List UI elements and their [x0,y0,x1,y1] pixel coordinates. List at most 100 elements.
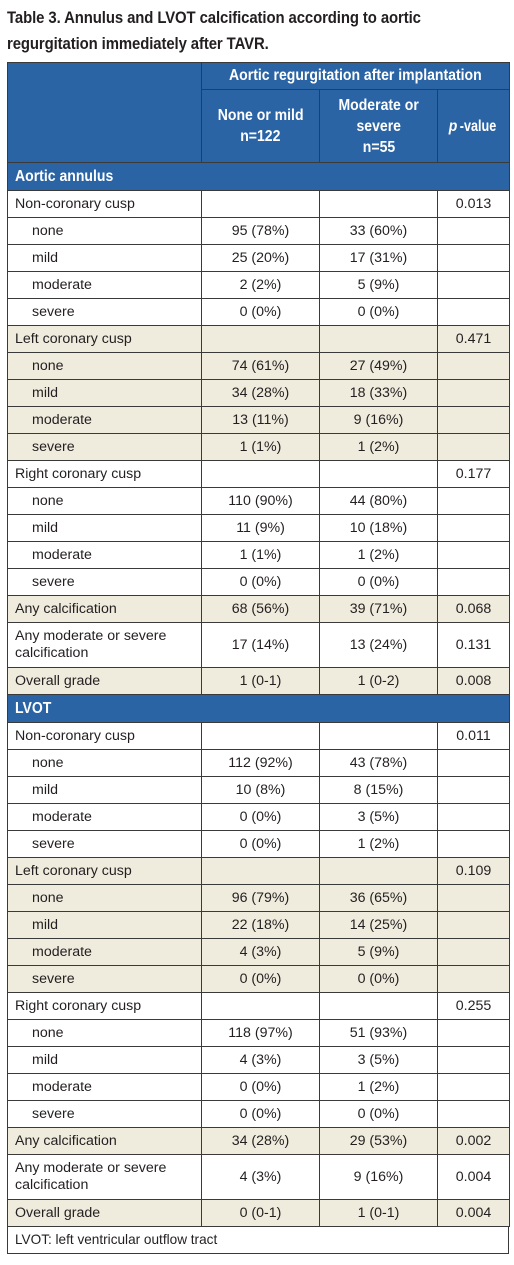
moderate-or-severe-value: 1 (2%) [319,1073,438,1101]
p-value: 0.177 [436,460,511,488]
table-row: Non-coronary cusp 0.011 [7,722,511,750]
table-row: none 74 (61%) 27 (49%) [7,352,511,380]
p-value [436,938,511,966]
none-or-mild-value: 34 (28%) [201,1127,320,1155]
none-or-mild-value: 4 (3%) [201,938,320,966]
table-row: Overall grade 1 (0-1) 1 (0-2) 0.008 [7,667,511,695]
row-label: moderate [7,541,202,569]
row-label: none [7,352,202,380]
row-label: none [7,1019,202,1047]
p-value [436,1073,511,1101]
moderate-or-severe-value: 17 (31%) [319,244,438,272]
table-row: mild 34 (28%) 18 (33%) [7,379,511,407]
table-row: Any calcification 34 (28%) 29 (53%) 0.002 [7,1127,511,1155]
none-or-mild-value: 4 (3%) [201,1046,320,1074]
moderate-or-severe-value: 0 (0%) [319,1100,438,1128]
table-row: Any moderate or severe calcification 4 (3… [7,1154,511,1200]
moderate-or-severe-value: 1 (2%) [319,541,438,569]
moderate-or-severe-value: 3 (5%) [319,1046,438,1074]
table-row: mild 10 (8%) 8 (15%) [7,776,511,804]
table-row: moderate 2 (2%) 5 (9%) [7,271,511,299]
p-value [436,298,511,326]
p-value: 0.008 [436,667,511,695]
none-or-mild-value [201,460,320,488]
moderate-or-severe-value: 0 (0%) [319,568,438,596]
moderate-or-severe-value: 13 (24%) [319,622,438,668]
p-value [436,271,511,299]
p-value [436,487,511,515]
moderate-or-severe-value: 9 (16%) [319,1154,438,1200]
moderate-or-severe-value: 14 (25%) [319,911,438,939]
table-header: Aortic regurgitation after implantation … [7,62,511,163]
row-label: none [7,884,202,912]
none-or-mild-value: 4 (3%) [201,1154,320,1200]
row-label: mild [7,776,202,804]
none-or-mild-value: 0 (0%) [201,568,320,596]
none-or-mild-value: 1 (0-1) [201,667,320,695]
none-or-mild-value: 118 (97%) [201,1019,320,1047]
row-label: Left coronary cusp [7,857,202,885]
p-value [436,965,511,993]
moderate-or-severe-value: 51 (93%) [319,1019,438,1047]
none-or-mild-value: 96 (79%) [201,884,320,912]
none-or-mild-value [201,857,320,885]
moderate-or-severe-value [319,325,438,353]
none-or-mild-value: 0 (0%) [201,1100,320,1128]
header-col2-line3: n=55 [362,138,395,156]
none-or-mild-value: 1 (1%) [201,541,320,569]
moderate-or-severe-value: 8 (15%) [319,776,438,804]
moderate-or-severe-value: 1 (2%) [319,830,438,858]
table-row: severe 0 (0%) 0 (0%) [7,298,511,326]
section-header: Aortic annulus [6,162,511,191]
moderate-or-severe-value: 9 (16%) [319,406,438,434]
none-or-mild-value: 0 (0%) [201,298,320,326]
caption-line-2: regurgitation immediately after TAVR. [7,34,269,53]
moderate-or-severe-value: 1 (0-1) [319,1199,438,1227]
table-body: Aortic annulus Non-coronary cusp 0.013 none… [6,162,511,1227]
table-row: Any calcification 68 (56%) 39 (71%) 0.068 [7,595,511,623]
table-row: moderate 0 (0%) 1 (2%) [7,1073,511,1101]
moderate-or-severe-value [319,190,438,218]
p-value [436,1019,511,1047]
table-row: severe 0 (0%) 0 (0%) [7,965,511,993]
row-label: Right coronary cusp [7,460,202,488]
p-value [436,406,511,434]
row-label: severe [7,965,202,993]
row-label: moderate [7,406,202,434]
moderate-or-severe-value [319,722,438,750]
section-title: LVOT [15,699,52,717]
p-value [436,776,511,804]
moderate-or-severe-value: 18 (33%) [319,379,438,407]
p-value: 0.068 [436,595,511,623]
moderate-or-severe-value: 1 (0-2) [319,667,438,695]
p-value [436,217,511,245]
row-label: Overall grade [7,667,202,695]
moderate-or-severe-value: 10 (18%) [319,514,438,542]
table-row: mild 22 (18%) 14 (25%) [7,911,511,939]
moderate-or-severe-value: 5 (9%) [319,271,438,299]
moderate-or-severe-value: 36 (65%) [319,884,438,912]
moderate-or-severe-value: 1 (2%) [319,433,438,461]
p-value: 0.002 [436,1127,511,1155]
none-or-mild-value: 0 (0%) [201,803,320,831]
moderate-or-severe-value: 33 (60%) [319,217,438,245]
row-label: mild [7,379,202,407]
none-or-mild-value: 0 (0%) [201,1073,320,1101]
table-row: mild 11 (9%) 10 (18%) [7,514,511,542]
row-label: severe [7,433,202,461]
row-label: mild [7,514,202,542]
table-row: none 95 (78%) 33 (60%) [7,217,511,245]
table-row: Any moderate or severe calcification 17 (… [7,622,511,668]
table-row: none 118 (97%) 51 (93%) [7,1019,511,1047]
p-value: 0.004 [436,1154,511,1200]
none-or-mild-value [201,190,320,218]
row-label: Any calcification [7,595,202,623]
p-value [436,352,511,380]
table-row: severe 0 (0%) 0 (0%) [7,568,511,596]
p-value [436,1046,511,1074]
header-p-italic: p [448,117,458,135]
row-label: Non-coronary cusp [7,722,202,750]
p-value [436,803,511,831]
row-label: severe [7,1100,202,1128]
p-value [436,568,511,596]
